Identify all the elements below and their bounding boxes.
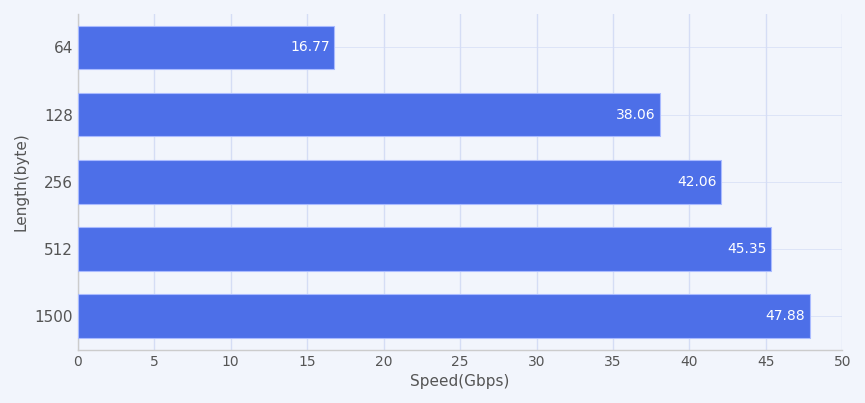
X-axis label: Speed(Gbps): Speed(Gbps) (410, 374, 509, 389)
Bar (78, 93, 660, 137)
Text: 16.77: 16.77 (290, 40, 330, 54)
Text: 45.35: 45.35 (727, 242, 766, 256)
Bar (78, 227, 772, 271)
Bar (78, 160, 721, 204)
Text: 42.06: 42.06 (676, 175, 716, 189)
Text: 47.88: 47.88 (766, 309, 805, 323)
Y-axis label: Length(byte): Length(byte) (14, 133, 29, 231)
Bar (78, 294, 810, 338)
Text: 38.06: 38.06 (616, 108, 655, 122)
Bar (78, 26, 334, 69)
